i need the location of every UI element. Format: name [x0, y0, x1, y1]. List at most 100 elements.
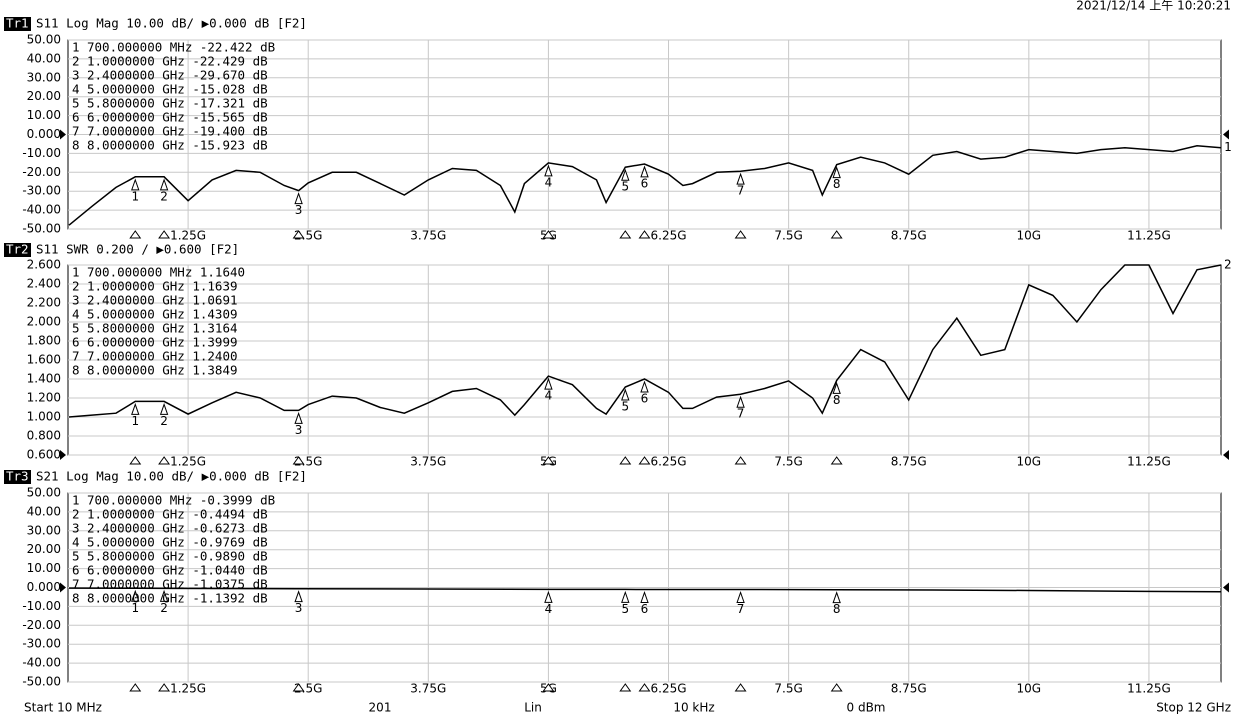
marker-triangle — [131, 589, 140, 602]
marker-triangle — [640, 165, 649, 178]
marker-axis-triangle — [830, 456, 843, 465]
x-tick-label: 6.25G — [651, 229, 687, 243]
marker-table-text: 1.0000000 GHz -22.429 dB — [87, 54, 268, 69]
marker-id: 8 — [833, 602, 841, 616]
x-tick-label: 3.75G — [410, 682, 446, 696]
x-tick-label: 1.25G — [170, 455, 206, 469]
trace-title: S21 Log Mag 10.00 dB/ ▶0.000 dB [F2] — [36, 469, 307, 484]
ref-arrow-left — [60, 129, 66, 140]
marker-id: 7 — [737, 407, 745, 421]
ref-arrow-right — [1223, 450, 1229, 460]
marker-axis-triangle — [158, 230, 171, 239]
marker-table-text: 2.4000000 GHz -29.670 dB — [87, 68, 268, 83]
marker-id: 6 — [641, 392, 649, 406]
footer-ifbw: 10 kHz — [673, 701, 714, 715]
trace-badge — [4, 243, 31, 257]
marker-table-id: 6 — [72, 110, 80, 125]
trace-badge — [4, 470, 31, 484]
marker-id: 5 — [621, 399, 629, 413]
marker-table-id: 6 — [72, 335, 80, 350]
marker-table-text: 700.000000 MHz -0.3999 dB — [87, 493, 275, 508]
trace-line — [68, 264, 1222, 418]
ref-label: 1 — [1224, 139, 1232, 154]
marker-axis-triangle — [734, 230, 747, 239]
y-tick-label: 2.000 — [27, 315, 61, 329]
marker-table-text: 5.8000000 GHz -0.9890 dB — [87, 549, 268, 564]
x-tick-label: 11.25G — [1127, 229, 1171, 243]
marker-table-id: 4 — [72, 82, 80, 97]
marker-table-id: 2 — [72, 507, 80, 522]
x-tick-label: 6.25G — [651, 455, 687, 469]
y-tick-label: -10.00 — [22, 146, 61, 160]
marker-id: 4 — [545, 389, 553, 403]
x-tick-label: 10G — [1017, 682, 1042, 696]
marker-id: 2 — [160, 601, 168, 615]
marker-id: 4 — [545, 175, 553, 189]
marker-table-text: 5.0000000 GHz -15.028 dB — [87, 82, 268, 97]
x-tick-label: 2.5G — [294, 682, 322, 696]
marker-triangle — [621, 388, 630, 401]
marker-table-text: 7.0000000 GHz -1.0375 dB — [87, 577, 268, 592]
x-tick-label: 3.75G — [410, 455, 446, 469]
trace-id: Tr3 — [6, 469, 29, 484]
marker-table-id: 3 — [72, 68, 80, 83]
x-tick-label: 7.5G — [774, 682, 802, 696]
marker-table-text: 6.0000000 GHz 1.3999 — [87, 335, 238, 350]
marker-triangle — [640, 380, 649, 393]
marker-triangle — [159, 178, 169, 191]
marker-axis-triangle — [129, 683, 142, 692]
marker-table-id: 2 — [72, 54, 80, 69]
y-tick-label: 40.00 — [27, 51, 61, 65]
x-tick-label: 8.75G — [891, 229, 927, 243]
marker-table-text: 2.4000000 GHz -0.6273 dB — [87, 521, 268, 536]
marker-id: 8 — [833, 177, 841, 191]
trace-badge — [4, 17, 31, 31]
y-tick-label: 0.600 — [27, 448, 61, 462]
x-tick-label: 2.5G — [294, 229, 322, 243]
x-tick-label: 1.25G — [170, 682, 206, 696]
marker-triangle — [736, 590, 745, 603]
marker-axis-triangle — [638, 230, 651, 239]
marker-id: 2 — [160, 189, 168, 203]
footer-points: 201 — [369, 701, 392, 715]
y-tick-label: 2.600 — [27, 258, 61, 272]
y-tick-label: 0.000 — [27, 580, 61, 594]
y-tick-label: 2.200 — [27, 296, 61, 310]
marker-table-text: 6.0000000 GHz -1.0440 dB — [87, 563, 268, 578]
y-tick-label: -40.00 — [22, 203, 61, 217]
marker-table-text: 8.0000000 GHz 1.3849 — [87, 363, 238, 378]
y-tick-label: 2.400 — [27, 277, 61, 291]
marker-axis-triangle — [542, 683, 555, 692]
marker-id: 7 — [737, 602, 745, 616]
marker-triangle — [294, 590, 303, 603]
marker-triangle — [736, 395, 745, 408]
marker-triangle — [832, 381, 841, 394]
marker-id: 6 — [641, 176, 649, 190]
marker-table-text: 5.8000000 GHz 1.3164 — [87, 321, 238, 336]
marker-axis-triangle — [619, 683, 632, 692]
marker-id: 2 — [160, 414, 168, 428]
marker-table-id: 6 — [72, 563, 80, 578]
trace-id: Tr1 — [6, 16, 29, 31]
marker-id: 7 — [737, 184, 745, 198]
marker-table-id: 8 — [72, 591, 80, 606]
y-tick-label: -50.00 — [22, 222, 61, 236]
marker-axis-triangle — [542, 230, 555, 239]
marker-axis-triangle — [734, 456, 747, 465]
trace-line — [68, 587, 1222, 593]
marker-table-id: 5 — [72, 549, 80, 564]
marker-table-text: 8.0000000 GHz -1.1392 dB — [87, 591, 268, 606]
marker-table-id: 1 — [72, 40, 80, 55]
datetime: 2021/12/14 上午 10:20:21 — [1076, 0, 1231, 13]
marker-triangle — [544, 377, 553, 390]
marker-id: 5 — [621, 602, 629, 616]
marker-table-text: 7.0000000 GHz 1.2400 — [87, 349, 238, 364]
marker-triangle — [131, 178, 140, 191]
y-tick-label: -10.00 — [22, 599, 61, 613]
marker-triangle — [131, 402, 140, 415]
ref-arrow-right — [1223, 582, 1229, 593]
marker-table-text: 1.0000000 GHz -0.4494 dB — [87, 507, 268, 522]
x-tick-label: 3.75G — [410, 229, 446, 243]
marker-id: 3 — [295, 423, 303, 437]
